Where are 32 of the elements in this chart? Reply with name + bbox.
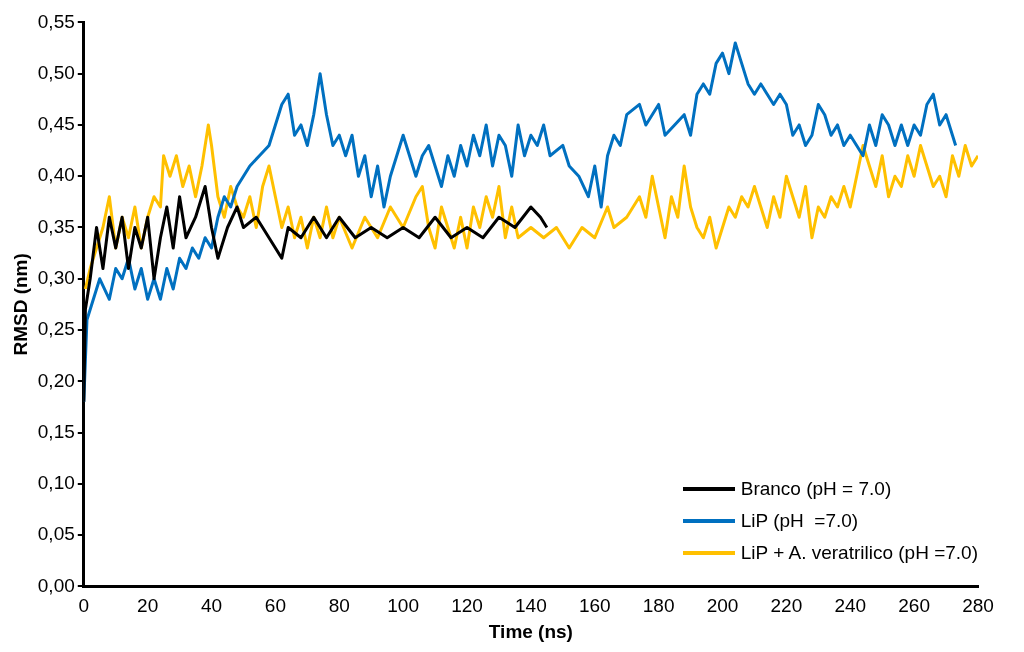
y-tick-label: 0,00 [37, 574, 75, 596]
x-tick-label: 240 [834, 595, 867, 617]
x-tick-label: 100 [387, 595, 419, 617]
y-tick-label: 0,50 [37, 61, 75, 83]
y-tick-label: 0,45 [37, 113, 75, 135]
y-tick-label: 0,55 [37, 10, 75, 32]
y-axis-title: RMSD (nm) [9, 253, 31, 356]
y-tick-label: 0,30 [37, 267, 75, 288]
y-tick-label: 0,15 [37, 420, 75, 442]
legend-label: Branco (pH = 7.0) [740, 478, 892, 500]
y-tick-label: 0,05 [37, 523, 75, 545]
y-tick-label: 0,25 [37, 318, 75, 340]
legend-label: LiP (pH =7.0) [740, 510, 859, 532]
y-tick-label: 0,40 [37, 164, 75, 186]
x-tick-label: 20 [137, 595, 159, 617]
x-tick-label: 160 [578, 595, 611, 617]
x-tick-label: 80 [328, 595, 350, 617]
x-axis-title: Time (ns) [488, 620, 573, 642]
x-tick-label: 220 [770, 595, 803, 617]
x-tick-label: 120 [451, 595, 483, 617]
x-tick-label: 40 [200, 595, 223, 617]
y-tick-label: 0,10 [37, 472, 75, 494]
x-tick-label: 200 [706, 595, 739, 617]
y-tick-label: 0,20 [37, 369, 75, 391]
x-tick-label: 140 [515, 595, 547, 617]
x-tick-label: 60 [264, 595, 286, 617]
y-tick-label: 0,35 [37, 215, 75, 237]
x-tick-label: 280 [962, 595, 994, 617]
x-tick-label: 260 [898, 595, 930, 617]
x-tick-label: 0 [78, 595, 90, 617]
x-tick-label: 180 [642, 595, 675, 617]
legend-label: LiP + A. veratrilico (pH =7.0) [740, 542, 978, 564]
